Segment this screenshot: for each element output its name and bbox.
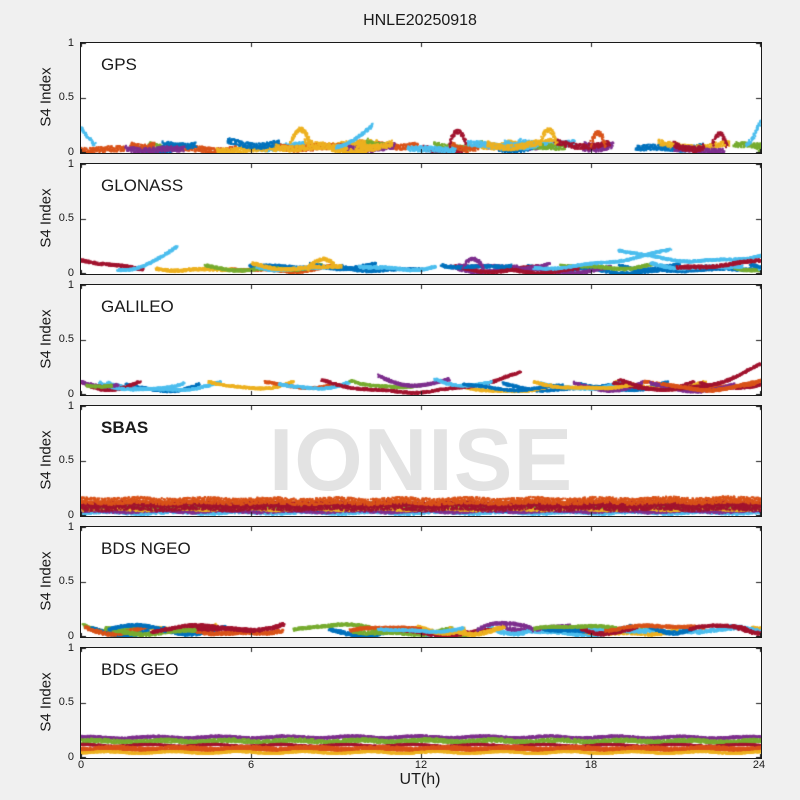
x-tick-label: 0: [77, 759, 85, 771]
y-tick-label: 0.5: [58, 333, 74, 345]
galileo-panel-label: GALILEO: [101, 297, 174, 316]
bds-geo-plot-box: BDS GEO: [80, 647, 762, 759]
y-tick-label: 1: [67, 400, 74, 412]
sbas-plot-box: IONISE SBAS: [80, 405, 762, 517]
panel-galileo: S4 Index 1 0.5 0 GALILEO: [0, 279, 800, 400]
y-tick-column: 1 0.5 0: [0, 279, 74, 400]
bds-geo-panel-label: BDS GEO: [101, 660, 179, 679]
glonass-scatter-canvas: [81, 164, 761, 274]
y-tick-label: 0.5: [58, 212, 74, 224]
bds-ngeo-plot-box: BDS NGEO: [80, 526, 762, 638]
y-tick-label: 1: [67, 642, 74, 654]
y-tick-label: 0: [67, 751, 74, 763]
panel-gps: S4 Index 1 0.5 0 GPS: [0, 37, 800, 158]
gps-panel-label: GPS: [101, 55, 137, 74]
y-tick-label: 1: [67, 279, 74, 291]
y-tick-label: 0.5: [58, 91, 74, 103]
y-tick-column: 1 0.5 0: [0, 37, 74, 158]
y-tick-label: 0.5: [58, 575, 74, 587]
panel-bds-geo: S4 Index 1 0.5 0 BDS GEO: [0, 642, 800, 763]
y-tick-label: 0: [67, 146, 74, 158]
y-tick-label: 1: [67, 158, 74, 170]
x-tick-label: 18: [584, 759, 598, 771]
y-tick-label: 0: [67, 267, 74, 279]
x-tick-row: 0 6 12 18 24: [0, 759, 800, 773]
glonass-plot-box: GLONASS: [80, 163, 762, 275]
y-tick-label: 0: [67, 388, 74, 400]
y-tick-label: 1: [67, 521, 74, 533]
y-tick-label: 0.5: [58, 454, 74, 466]
y-tick-label: 0: [67, 509, 74, 521]
x-tick-label: 12: [414, 759, 428, 771]
galileo-plot-box: GALILEO: [80, 284, 762, 396]
y-tick-column: 1 0.5 0: [0, 158, 74, 279]
bds-ngeo-panel-label: BDS NGEO: [101, 539, 191, 558]
glonass-panel-label: GLONASS: [101, 176, 184, 195]
galileo-scatter-canvas: [81, 285, 761, 395]
y-tick-label: 0: [67, 630, 74, 642]
y-tick-column: 1 0.5 0: [0, 521, 74, 642]
panel-bds-ngeo: S4 Index 1 0.5 0 BDS NGEO: [0, 521, 800, 642]
y-tick-label: 1: [67, 37, 74, 49]
bds-geo-scatter-canvas: [81, 648, 761, 758]
gps-plot-box: GPS: [80, 42, 762, 154]
panel-sbas: S4 Index 1 0.5 0 IONISE SBAS: [0, 400, 800, 521]
bds-ngeo-scatter-canvas: [81, 527, 761, 637]
figure-title: HNLE20250918: [363, 12, 477, 29]
y-tick-column: 1 0.5 0: [0, 400, 74, 521]
gps-scatter-canvas: [81, 43, 761, 153]
y-tick-label: 0.5: [58, 696, 74, 708]
x-tick-label: 6: [247, 759, 255, 771]
sbas-scatter-canvas: [81, 406, 761, 516]
y-tick-column: 1 0.5 0: [0, 642, 74, 763]
x-tick-label: 24: [752, 759, 766, 771]
x-axis-label: UT(h): [399, 771, 441, 788]
panel-glonass: S4 Index 1 0.5 0 GLONASS: [0, 158, 800, 279]
sbas-panel-label: SBAS: [101, 418, 149, 437]
